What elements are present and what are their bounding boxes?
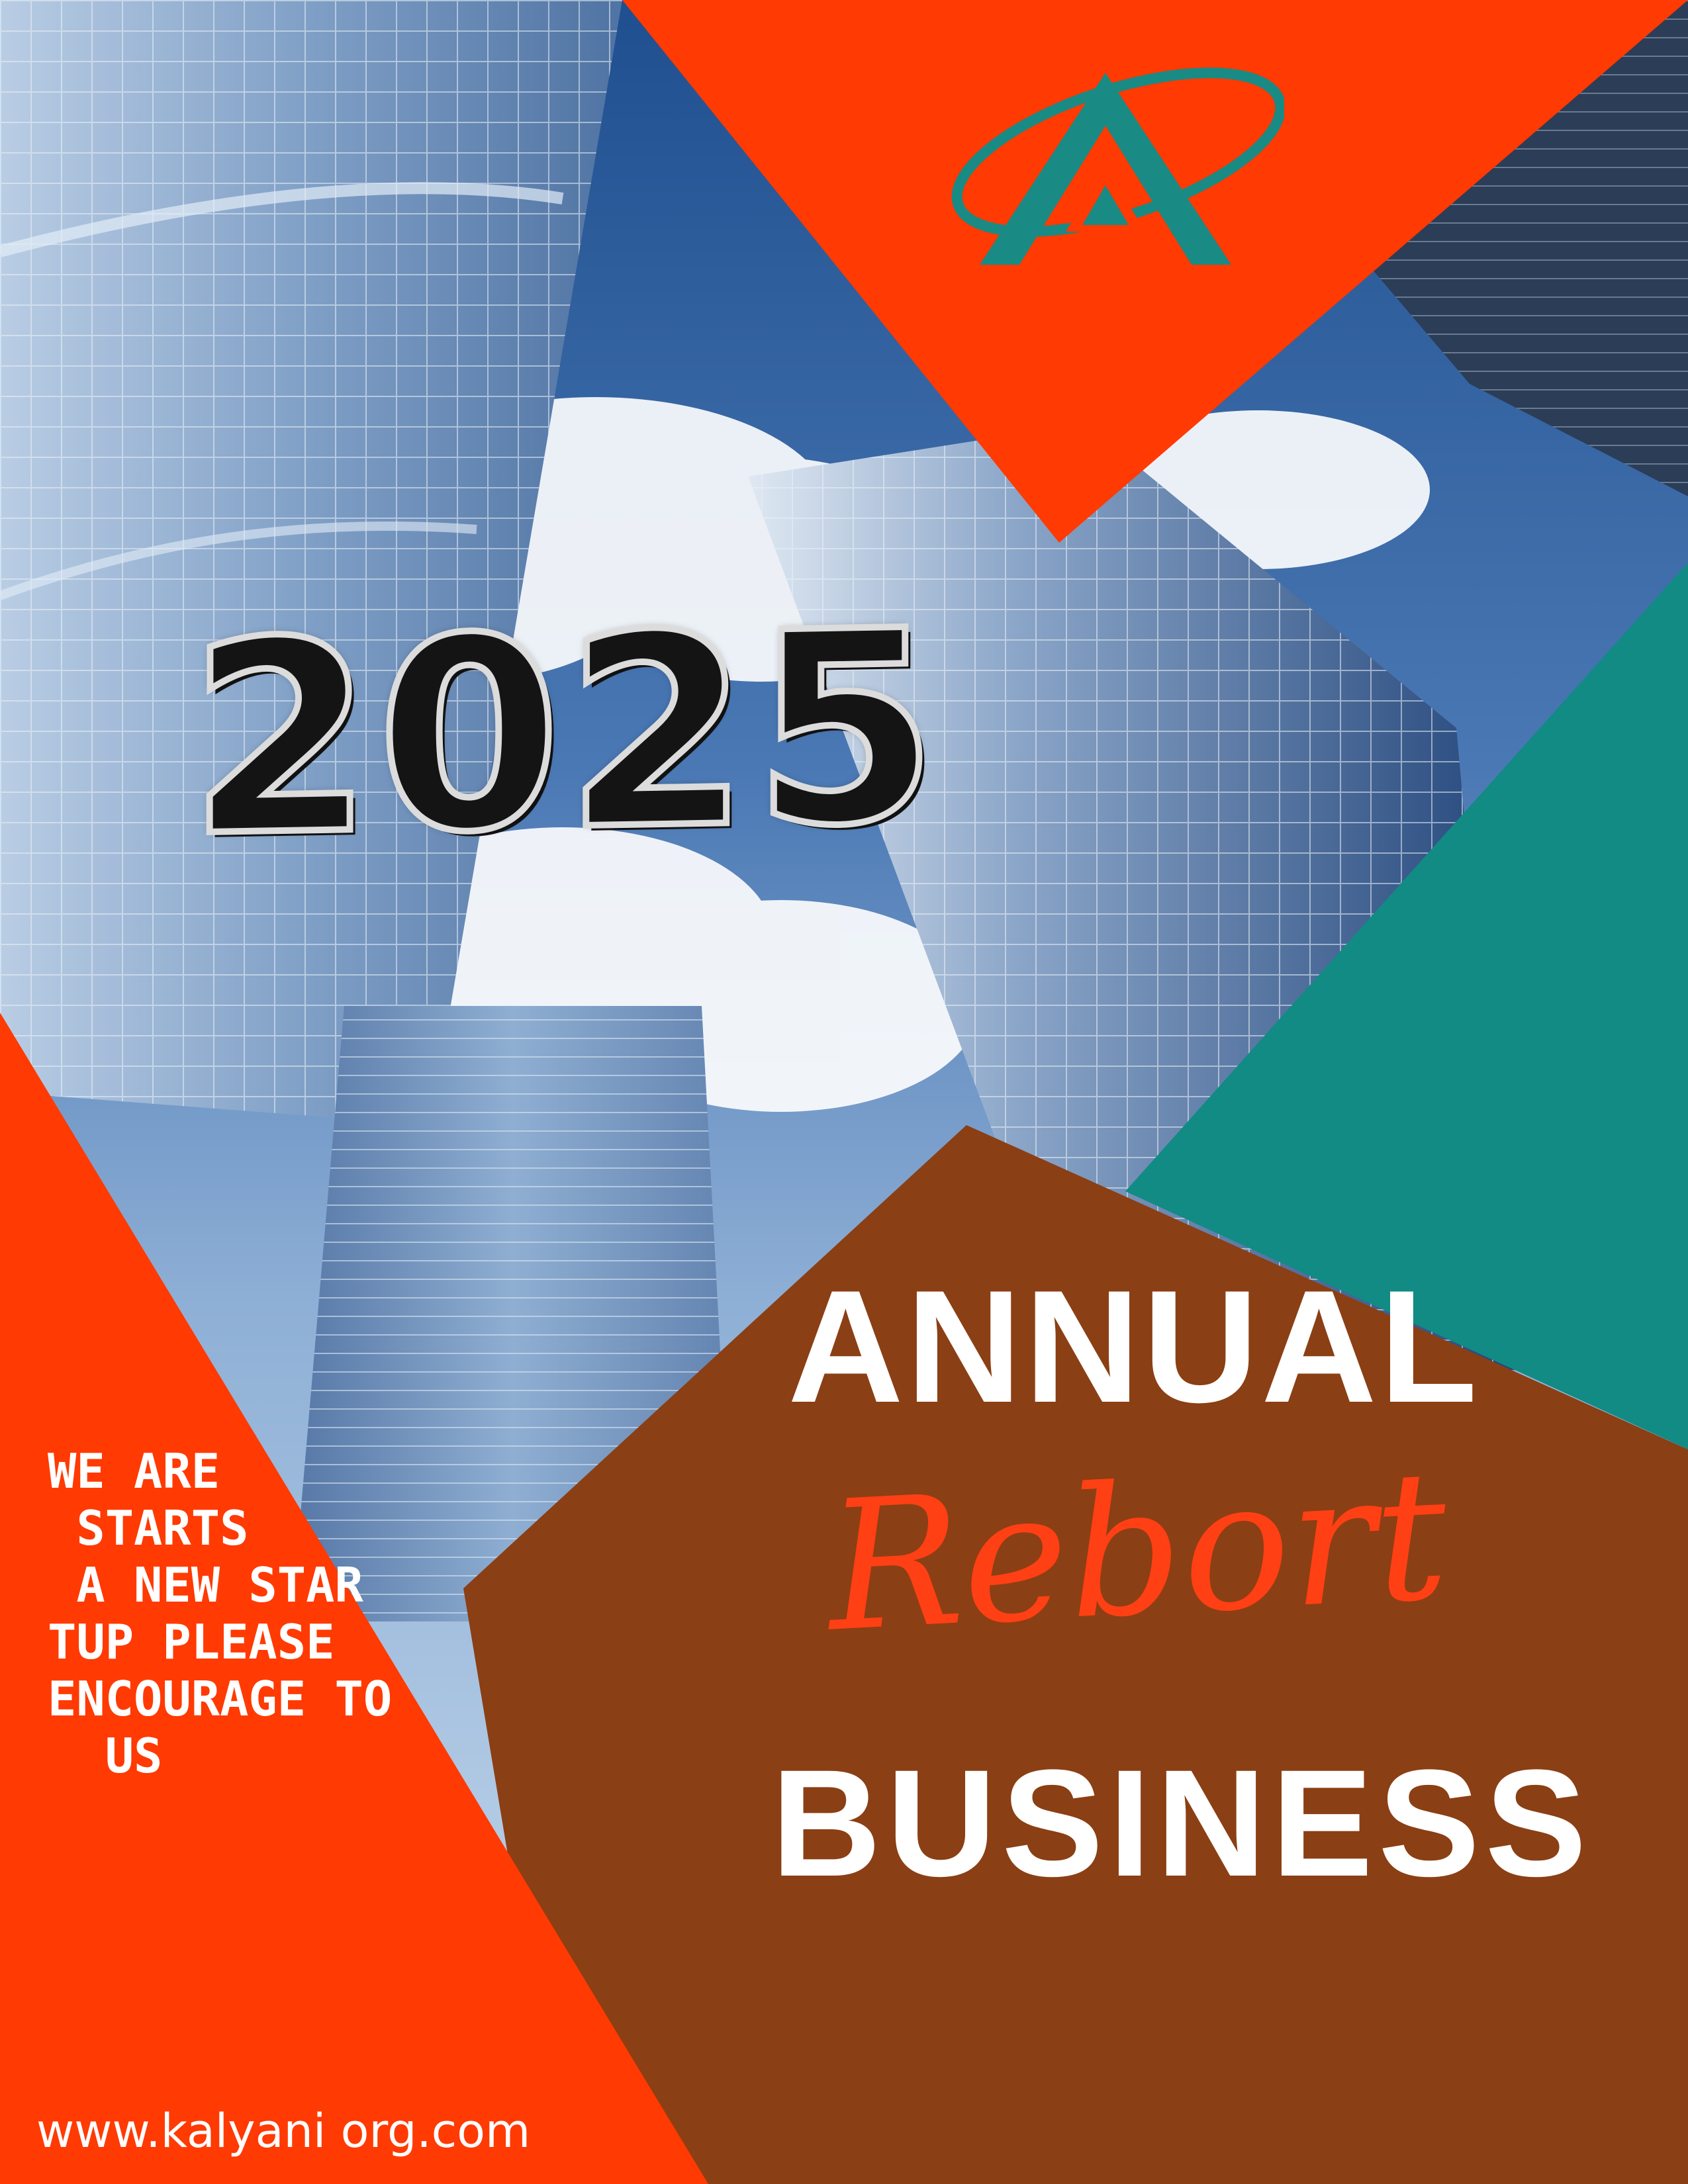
top-orange-triangle <box>622 0 1688 543</box>
tagline-line: WE ARE <box>48 1443 220 1499</box>
teal-triangle <box>1125 563 1688 1449</box>
title-annual: ANNUAL <box>788 1257 1480 1436</box>
website-url: www.kalyani org.com <box>36 2104 531 2158</box>
tagline: WE ARE STARTS A NEW STAR TUP PLEASE ENCO… <box>48 1443 524 1906</box>
tagline-line: A NEW STAR <box>48 1557 363 1613</box>
report-year: 2025 <box>185 571 945 899</box>
triangle-a-logo-icon <box>951 68 1284 265</box>
tagline-line: STARTS <box>48 1500 249 1556</box>
title-rebort: Rebort <box>822 1431 1452 1672</box>
title-business: BUSINESS <box>771 1738 1592 1908</box>
brown-triangle <box>463 1125 1688 2184</box>
bottom-left-orange-triangle <box>0 1013 708 2184</box>
tagline-line: TUP PLEASE <box>48 1614 335 1670</box>
tagline-line: US <box>48 1728 163 1784</box>
tagline-line: ENCOURAGE TO <box>48 1671 393 1727</box>
